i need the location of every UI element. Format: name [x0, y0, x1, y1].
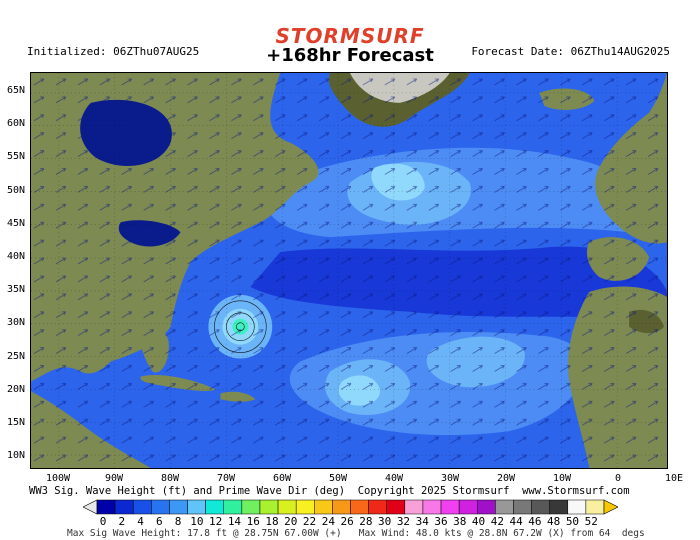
forecast-date-label: Forecast Date: 06ZThu14AUG2025: [471, 45, 670, 58]
lat-label: 10N: [7, 450, 26, 462]
lat-label: 65N: [7, 85, 26, 96]
initialized-label: Initialized: 06ZThu07AUG25: [27, 45, 200, 58]
lon-label: 0: [614, 473, 622, 484]
scale-swatch: [422, 499, 442, 515]
scale-label: 16: [246, 515, 260, 528]
scale-swatch: [567, 499, 587, 515]
max-wind: Max Wind: 48.0 kts @ 28.8N 67.2W (X) fro…: [358, 528, 645, 539]
caption-url: www.Stormsurf.com: [522, 485, 630, 497]
scale-swatch: [187, 499, 206, 515]
scale-label: 36: [434, 515, 448, 528]
scale-swatch: [151, 499, 170, 515]
wave-height-map: [30, 72, 668, 469]
scale-label: 22: [302, 515, 317, 528]
lat-label: 40N: [7, 251, 26, 262]
color-scale-bar: [83, 499, 618, 515]
lat-label: 50N: [7, 184, 26, 196]
scale-swatch: [259, 499, 279, 515]
scale-label: 20: [284, 515, 298, 528]
scale-swatch: [277, 499, 297, 515]
scale-label: 0: [99, 515, 107, 528]
scale-label: 48: [547, 515, 561, 528]
lon-label: 40W: [384, 473, 404, 484]
forecast-title: +168hr Forecast: [266, 45, 434, 66]
scale-label: 52: [584, 515, 598, 528]
scale-swatch: [114, 499, 134, 515]
scale-label: 8: [174, 515, 182, 528]
scale-swatch: [495, 499, 514, 515]
scale-swatch: [169, 499, 188, 515]
scale-label: 46: [528, 515, 542, 528]
scale-label: 34: [415, 515, 429, 528]
lat-label: 35N: [7, 284, 26, 296]
lat-label: 30N: [7, 317, 26, 329]
scale-label: 42: [490, 515, 504, 528]
lat-label: 60N: [7, 118, 26, 130]
wave-direction-arrows: [31, 73, 667, 468]
scale-label: 10: [190, 515, 204, 528]
footer-stats: Max Sig Wave Height: 17.8 ft @ 28.75N 67…: [67, 528, 645, 539]
lon-label: 30W: [440, 473, 460, 484]
scale-swatch: [96, 499, 116, 515]
scale-label: 38: [453, 515, 467, 528]
scale-swatch: [585, 499, 605, 515]
scale-label: 24: [321, 515, 335, 528]
scale-swatch: [332, 499, 351, 515]
map-caption: WW3 Sig. Wave Height (ft) and Prime Wave…: [29, 485, 679, 497]
scale-min-arrow: [83, 499, 98, 515]
caption-copyright: Copyright 2025 Stormsurf: [357, 485, 510, 497]
lon-label: 100W: [45, 473, 71, 484]
brand-logo: STORMSURF: [275, 24, 425, 48]
lat-label: 55N: [7, 151, 26, 163]
scale-label: 40: [471, 515, 486, 528]
scale-label: 18: [265, 515, 279, 528]
scale-swatch: [132, 499, 152, 515]
lon-label: 10W: [552, 473, 572, 484]
scale-swatch: [440, 499, 460, 515]
scale-label: 2: [118, 515, 126, 528]
scale-swatch: [223, 499, 243, 515]
scale-label: 4: [137, 515, 144, 528]
scale-label: 30: [378, 515, 392, 528]
lon-label: 10E: [664, 473, 684, 484]
lon-label: 70W: [216, 473, 236, 484]
lon-label: 20W: [496, 473, 516, 484]
scale-label: 14: [227, 515, 242, 528]
scale-swatch: [295, 499, 315, 515]
lat-label: 25N: [7, 350, 26, 362]
lat-label: 15N: [7, 417, 26, 428]
scale-max-arrow: [603, 499, 618, 515]
scale-label: 50: [565, 515, 580, 528]
scale-swatch: [531, 499, 550, 515]
scale-swatch: [458, 499, 478, 515]
caption-product: WW3 Sig. Wave Height (ft) and Prime Wave…: [29, 485, 346, 497]
scale-swatch: [513, 499, 532, 515]
lon-label: 90W: [104, 473, 124, 484]
scale-label: 28: [359, 515, 373, 528]
lon-label: 80W: [160, 473, 180, 484]
scale-swatch: [386, 499, 406, 515]
scale-swatch: [477, 499, 496, 515]
lat-label: 20N: [7, 383, 26, 395]
lon-label: 50W: [328, 473, 348, 484]
lat-label: 45N: [7, 217, 26, 229]
lon-label: 60W: [272, 473, 292, 484]
scale-swatch: [350, 499, 369, 515]
scale-swatch: [368, 499, 387, 515]
scale-swatch: [549, 499, 569, 515]
scale-label: 44: [509, 515, 523, 528]
scale-label: 12: [209, 515, 223, 528]
max-wave-height: Max Sig Wave Height: 17.8 ft @ 28.75N 67…: [67, 528, 342, 539]
scale-label: 26: [340, 515, 354, 528]
scale-label: 6: [156, 515, 163, 528]
scale-swatch: [314, 499, 333, 515]
scale-swatch: [241, 499, 261, 515]
scale-label: 32: [396, 515, 411, 528]
scale-swatch: [205, 499, 225, 515]
scale-swatch: [404, 499, 424, 515]
